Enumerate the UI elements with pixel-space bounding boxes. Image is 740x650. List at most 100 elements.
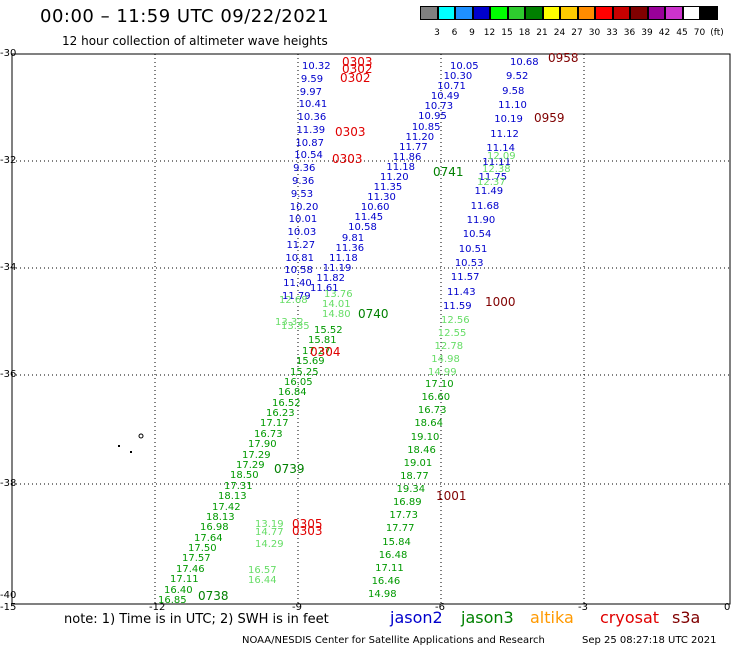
wave-height-value: 16.05 bbox=[284, 376, 313, 388]
wave-height-value: 11.86 bbox=[392, 151, 422, 163]
wave-height-value: 10.03 bbox=[287, 227, 317, 239]
pass-time-label: 0303 bbox=[332, 152, 363, 166]
wave-height-value: 9.58 bbox=[502, 85, 525, 97]
footer-credit: NOAA/NESDIS Center for Satellite Applica… bbox=[242, 635, 545, 646]
colorbar-swatch bbox=[507, 6, 525, 20]
colorbar-label: 33 bbox=[606, 28, 618, 38]
pass-time-label: 1000 bbox=[485, 295, 516, 309]
lat-tick-label: -38 bbox=[0, 478, 17, 489]
pass-time-label: 0740 bbox=[358, 307, 389, 321]
wave-height-value: 11.20 bbox=[380, 172, 409, 183]
wave-height-value: 16.60 bbox=[421, 392, 451, 404]
wave-height-value: 15.25 bbox=[290, 366, 319, 378]
wave-height-value: 11.40 bbox=[283, 278, 312, 290]
colorbar-swatch bbox=[472, 6, 490, 20]
lon-tick-label: -9 bbox=[292, 602, 302, 613]
pass-time-label: 0305 bbox=[292, 517, 323, 531]
wave-height-value: 11.59 bbox=[443, 301, 472, 312]
wave-height-value: 10.54 bbox=[462, 229, 492, 241]
map-frame bbox=[11, 53, 731, 605]
legend-s3a: s3a bbox=[672, 608, 701, 627]
wave-height-value: 11.75 bbox=[478, 171, 508, 183]
wave-height-value: 15.84 bbox=[382, 536, 411, 548]
wave-height-value: 10.73 bbox=[424, 101, 454, 113]
wave-height-value: 16.57 bbox=[248, 565, 277, 576]
wave-height-value: 10.60 bbox=[360, 202, 390, 214]
wave-height-value: 10.32 bbox=[302, 61, 331, 72]
footer-timestamp: Sep 25 08:27:18 UTC 2021 bbox=[582, 635, 717, 646]
pass-time-label: 0958 bbox=[548, 51, 579, 65]
pass-time-label: 0739 bbox=[274, 462, 305, 476]
wave-height-value: 18.77 bbox=[400, 470, 429, 482]
colorbar-swatch bbox=[700, 6, 718, 20]
note-text: note: 1) Time is in UTC; 2) SWH is in fe… bbox=[64, 612, 329, 627]
wave-height-value: 16.44 bbox=[248, 575, 277, 586]
wave-height-value: 11.77 bbox=[399, 141, 428, 153]
wave-height-value: 17.42 bbox=[212, 501, 241, 513]
colorbar-swatch bbox=[490, 6, 508, 20]
wave-height-value: 11.36 bbox=[335, 242, 365, 254]
wave-height-value: 10.05 bbox=[450, 61, 479, 72]
wave-height-value: 10.51 bbox=[458, 243, 488, 255]
colorbar-label: 15 bbox=[501, 28, 513, 38]
wave-height-value: 14.80 bbox=[322, 309, 351, 320]
wave-height-value: 10.71 bbox=[437, 81, 466, 93]
wave-height-value: 13.32 bbox=[275, 317, 304, 328]
wave-height-value: 10.20 bbox=[289, 201, 319, 213]
wave-height-value: 11.68 bbox=[470, 200, 500, 212]
wave-height-value: 14.77 bbox=[255, 527, 284, 538]
colorbar-swatch bbox=[455, 6, 473, 20]
wave-height-value: 10.01 bbox=[288, 214, 318, 226]
wave-height-value: 16.48 bbox=[378, 549, 408, 561]
wave-height-value: 12.38 bbox=[482, 164, 511, 175]
wave-height-value: 16.40 bbox=[164, 584, 193, 596]
colorbar-swatch bbox=[647, 6, 665, 20]
wave-height-value: 10.49 bbox=[430, 91, 460, 103]
wave-height-value: 16.23 bbox=[266, 408, 295, 420]
lon-tick-label: -15 bbox=[0, 602, 17, 613]
wave-height-value: 11.12 bbox=[490, 128, 519, 140]
wave-height-value: 9.36 bbox=[292, 176, 315, 187]
wave-height-value: 19.10 bbox=[410, 431, 440, 443]
pass-time-label: 1001 bbox=[436, 489, 467, 503]
colorbar-swatch bbox=[630, 6, 648, 20]
colorbar-swatch bbox=[542, 6, 560, 20]
wave-height-value: 9.52 bbox=[506, 71, 529, 83]
wave-height-value: 11.82 bbox=[316, 272, 345, 284]
pass-time-label: 0302 bbox=[342, 62, 373, 76]
pass-time-label: 0741 bbox=[433, 165, 464, 179]
wave-height-value: 13.19 bbox=[255, 519, 284, 530]
wave-height-value: 11.39 bbox=[296, 124, 326, 136]
pass-time-label: 0303 bbox=[335, 125, 366, 139]
colorbar-label: 6 bbox=[451, 28, 458, 38]
wave-height-value: 17.17 bbox=[260, 418, 289, 430]
colorbar-label: 30 bbox=[588, 28, 601, 38]
wave-height-value: 17.27 bbox=[302, 345, 331, 357]
colorbar-swatch bbox=[682, 6, 700, 20]
wave-height-value: 11.49 bbox=[474, 186, 504, 198]
wave-height-value: 11.20 bbox=[405, 131, 435, 143]
wave-height-value: 16.84 bbox=[278, 387, 307, 399]
map-subtitle: 12 hour collection of altimeter wave hei… bbox=[62, 34, 328, 48]
wave-height-value: 10.85 bbox=[411, 121, 441, 133]
wave-height-value: 18.13 bbox=[218, 491, 247, 503]
colorbar-label: 21 bbox=[536, 28, 548, 38]
wave-height-value: 11.11 bbox=[482, 157, 512, 169]
wave-height-value: 10.68 bbox=[510, 57, 539, 68]
wave-height-value: 11.43 bbox=[446, 286, 476, 298]
lon-tick-label: 0 bbox=[724, 602, 731, 613]
wave-height-value: 9.53 bbox=[290, 188, 314, 200]
pass-time-label: 0302 bbox=[340, 71, 371, 85]
wave-height-value: 14.29 bbox=[255, 539, 284, 550]
wave-height-value: 16.85 bbox=[158, 595, 187, 606]
wave-height-value: 17.11 bbox=[375, 562, 404, 574]
wave-height-value: 10.53 bbox=[454, 257, 484, 269]
wave-height-value: 15.52 bbox=[314, 325, 343, 336]
wave-height-value: 10.19 bbox=[494, 114, 523, 126]
colorbar-label: 42 bbox=[658, 28, 671, 38]
colorbar-swatch bbox=[612, 6, 630, 20]
pass-time-label: 0738 bbox=[198, 589, 229, 603]
legend-cryosat: cryosat bbox=[600, 608, 660, 627]
wave-height-value: 18.13 bbox=[206, 511, 235, 523]
